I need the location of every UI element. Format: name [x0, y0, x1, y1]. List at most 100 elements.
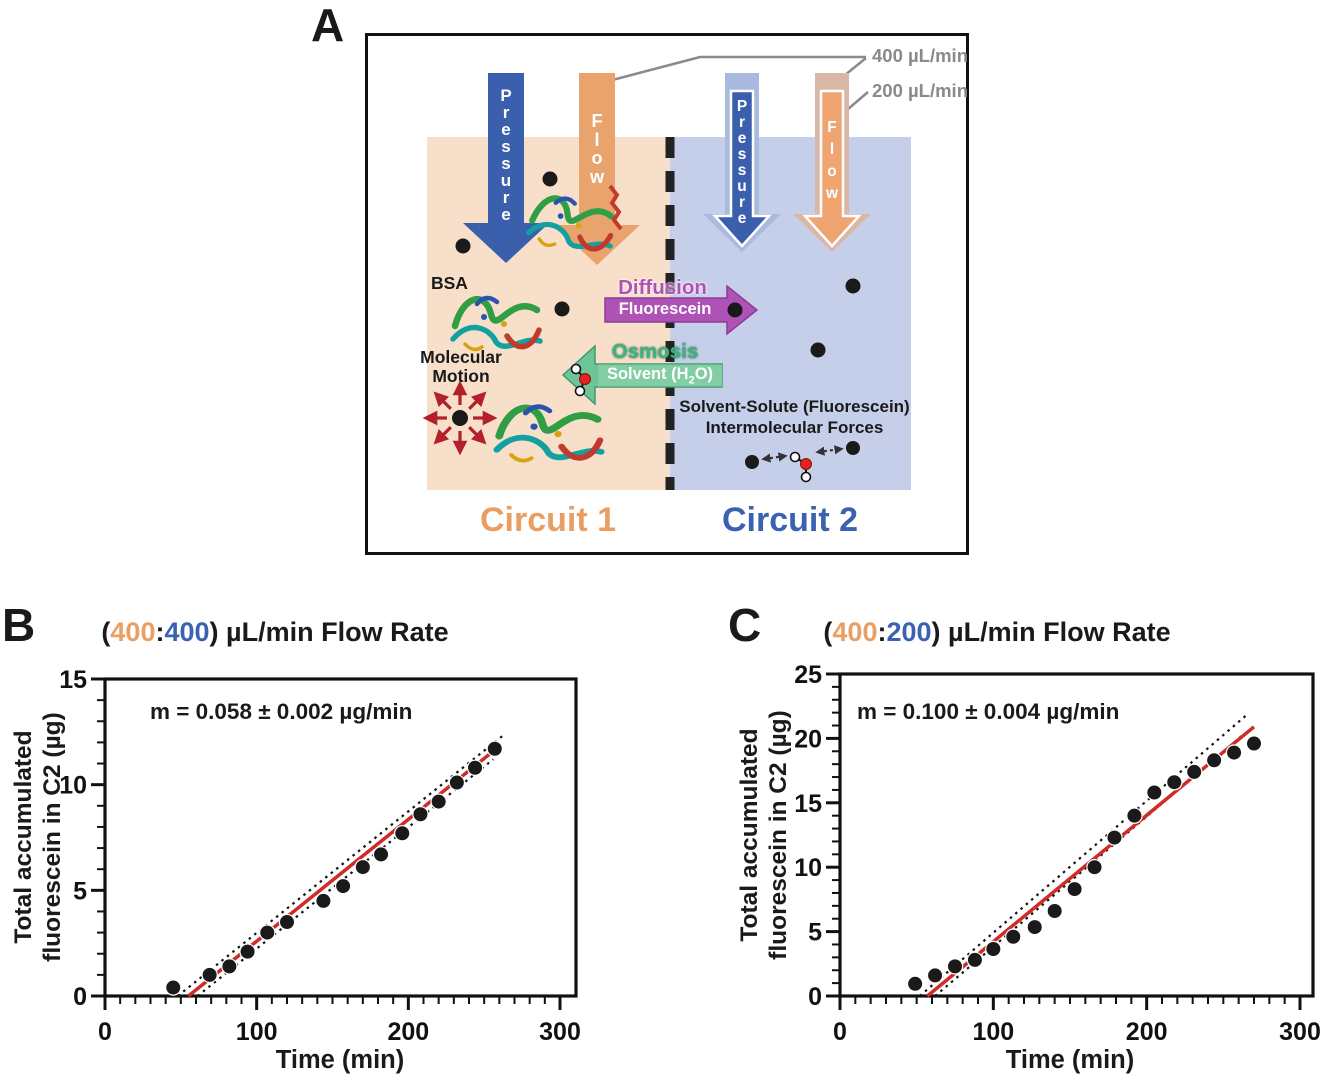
- y-tick-label: 0: [808, 983, 822, 1011]
- data-point: [372, 846, 390, 863]
- x-tick-label: 0: [98, 1018, 112, 1046]
- data-point: [278, 913, 296, 931]
- osmosis-label: Osmosis: [611, 340, 699, 363]
- data-point: [354, 858, 372, 876]
- x-tick-label: 100: [236, 1018, 278, 1046]
- solvent-label-box: [598, 364, 722, 387]
- linear-fit-line: [187, 747, 498, 998]
- bsa-label: BSA: [431, 273, 468, 293]
- data-point: [1225, 744, 1243, 761]
- circuit2-label: Circuit 2: [721, 501, 859, 539]
- data-point: [926, 967, 944, 984]
- data-point: [1026, 918, 1043, 936]
- data-point: [430, 793, 447, 810]
- confidence-band-line: [919, 713, 1249, 997]
- x-tick-label: 200: [1126, 1018, 1168, 1046]
- data-point: [259, 924, 276, 941]
- chart-c-xtitle: Time (min): [1005, 1046, 1135, 1074]
- chart-c-title: (400:200) µL/min Flow Rate: [823, 617, 1171, 647]
- data-point: [221, 958, 238, 975]
- data-point: [946, 958, 964, 975]
- plot-frame: [838, 672, 1315, 998]
- data-point: [315, 892, 332, 910]
- intermolecular-forces-diagram: [745, 441, 860, 483]
- y-tick-label: 15: [59, 666, 87, 694]
- panel-a-border-box: [365, 33, 969, 555]
- x-tick-label: 0: [833, 1018, 847, 1046]
- x-tick-label: 200: [387, 1018, 429, 1046]
- y-tick-label: 10: [794, 854, 822, 882]
- molecular-motion-icon: [422, 380, 498, 456]
- chart-b-plot: 0 100 200 300 0 5 10 15: [59, 666, 581, 1046]
- chart-c-ytitle-line2: fluorescein in C2 (µg): [765, 710, 792, 960]
- data-point: [1046, 902, 1063, 920]
- data-point: [1106, 829, 1123, 846]
- data-point: [1166, 773, 1183, 791]
- chart-c-ytitle-line1: Total accumulated: [736, 728, 763, 942]
- solvent-label: Solvent (H2O): [606, 365, 714, 387]
- bsa-protein-ribbon-left: [453, 298, 540, 349]
- data-point: [165, 979, 182, 996]
- diffusion-arrow: [604, 284, 759, 336]
- data-point: [1146, 784, 1163, 801]
- chart-b-ytitle-line2: fluorescein in C2 (µg): [39, 712, 66, 962]
- chart-b-title: (400:400) µL/min Flow Rate: [101, 617, 449, 647]
- data-point: [334, 877, 352, 895]
- chart-c-plot: 0 100 200 300 0 5 10 15 20 25: [794, 661, 1321, 1046]
- y-tick-label: 5: [808, 919, 822, 947]
- data-point: [201, 966, 218, 984]
- data-point: [1245, 735, 1263, 752]
- panel-b-label: B: [2, 599, 36, 651]
- data-point: [906, 975, 924, 992]
- y-tick-label: 10: [59, 772, 87, 800]
- data-point: [412, 806, 429, 823]
- fluorescein-label: Fluorescein: [618, 300, 712, 318]
- bsa-protein-ribbon-bottom: [497, 407, 601, 461]
- circuit1-label: Circuit 1: [479, 501, 617, 539]
- red-helix-fragment: [608, 184, 623, 231]
- panel-a-label: A: [311, 0, 345, 51]
- diffusion-label: Diffusion: [618, 276, 707, 299]
- fluorescein-dots: [455, 171, 861, 358]
- data-point: [239, 943, 256, 960]
- flow-rate-200-label: 200 µL/min: [872, 80, 968, 101]
- data-point: [1005, 928, 1022, 945]
- chart-b-xtitle: Time (min): [275, 1046, 405, 1074]
- data-point: [966, 951, 984, 969]
- pressure-arrow-circuit2-inner: [712, 89, 772, 248]
- data-point: [448, 774, 466, 791]
- plot-frame: [103, 677, 578, 998]
- data-point: [1126, 807, 1143, 824]
- data-point: [1205, 752, 1223, 769]
- data-point: [1185, 763, 1203, 781]
- flow-rate-400-label: 400 µL/min: [872, 45, 968, 66]
- data-point: [394, 825, 411, 842]
- y-tick-label: 5: [73, 877, 87, 905]
- y-tick-label: 15: [794, 790, 822, 818]
- y-tick-label: 20: [794, 725, 822, 753]
- data-point: [466, 759, 484, 776]
- x-tick-label: 100: [972, 1018, 1014, 1046]
- data-point: [985, 940, 1002, 958]
- intermolecular-forces-label: Solvent-Solute (Fluorescein) Intermolecu…: [679, 397, 910, 437]
- y-tick-label: 0: [73, 983, 87, 1011]
- chart-b-slope-annotation: m = 0.058 ± 0.002 µg/min: [150, 699, 413, 724]
- pressure-arrow-circuit1: [463, 73, 549, 263]
- molecular-motion-label: Molecular Motion: [420, 347, 502, 386]
- data-point: [486, 740, 503, 757]
- confidence-band-line: [196, 758, 494, 997]
- x-tick-label: 300: [1279, 1018, 1321, 1046]
- chart-c-slope-annotation: m = 0.100 ± 0.004 µg/min: [857, 699, 1120, 724]
- flow-arrow-circuit1: [554, 73, 640, 265]
- data-point: [1086, 859, 1103, 876]
- chart-b-ytitle-line1: Total accumulated: [10, 730, 37, 944]
- x-tick-label: 300: [539, 1018, 581, 1046]
- water-molecule-osmosis: [570, 363, 591, 397]
- flow-arrow-circuit2-inner: [802, 89, 862, 248]
